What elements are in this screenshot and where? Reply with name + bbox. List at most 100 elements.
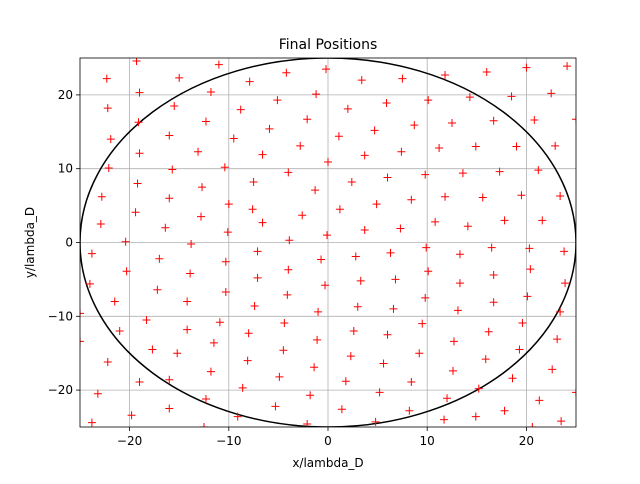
data-point [224,200,233,209]
data-point [243,356,252,365]
data-point [122,267,131,276]
data-point [572,388,576,397]
data-point [249,177,258,186]
data-point [115,327,124,336]
data-point [104,163,113,172]
data-point [279,346,288,355]
data-point [383,173,392,182]
data-point [455,279,464,288]
data-point [221,257,230,266]
data-point [489,270,498,279]
data-point [449,337,458,346]
data-point [443,394,452,403]
data-point [134,118,143,127]
data-point [275,372,284,381]
data-point [500,406,509,415]
data-point [165,375,174,384]
plot-contents [80,58,576,427]
data-point [440,415,449,424]
grid-lines [80,58,576,427]
data-point [418,319,427,328]
y-tick-label: 0 [65,236,73,250]
data-point [253,247,262,256]
data-point [236,105,245,114]
data-point [523,292,532,301]
data-point [96,220,105,229]
data-point [165,194,174,203]
data-point [183,297,192,306]
data-point [474,384,483,393]
data-point [507,92,516,101]
data-point [489,116,498,125]
data-point [97,192,106,201]
data-point [371,417,380,426]
data-point [258,218,267,227]
data-point [465,93,474,102]
data-point [245,77,254,86]
data-point [422,243,431,252]
data-point [187,239,196,248]
data-point [284,168,293,177]
data-point [298,211,307,220]
y-tick-label: −10 [48,309,73,323]
data-point [481,355,490,364]
data-point [238,383,247,392]
data-point [349,327,358,336]
data-point [135,88,144,97]
data-point [396,224,405,233]
data-point [528,423,537,427]
data-point [560,247,569,256]
data-point [250,301,259,310]
data-point [135,377,144,386]
data-point [283,290,292,299]
data-point [201,117,210,126]
data-point [360,225,369,234]
data-point [548,365,557,374]
data-point [441,70,450,79]
data-point [522,63,531,72]
data-point [220,163,229,172]
data-point [229,134,238,143]
data-point [415,349,424,358]
data-point [153,285,162,294]
data-point [347,177,356,186]
data-point [310,363,319,372]
data-point [360,151,369,160]
data-point [201,394,210,403]
data-point [553,335,562,344]
data-point [346,352,355,361]
data-point [285,236,294,245]
data-point [284,265,293,274]
data-point [538,216,547,225]
data-point [282,68,291,77]
data-point [306,391,315,400]
data-point [391,275,400,284]
data-point [551,141,560,150]
data-point [273,96,282,105]
data-point [148,345,157,354]
data-point [215,318,224,327]
data-point [135,149,144,158]
data-point [271,402,280,411]
data-point [343,104,352,113]
data-point [484,327,493,336]
data-point [489,298,498,307]
data-point [312,90,321,99]
data-point [206,87,215,96]
data-point [155,254,164,263]
data-point [175,73,184,82]
data-point [386,248,395,257]
data-point [530,115,539,124]
data-point [317,255,326,264]
data-point [244,329,253,338]
data-point [197,212,206,221]
data-point [323,231,332,240]
data-point [448,118,456,127]
data-point [572,115,576,124]
data-point [471,142,480,151]
data-point [435,144,444,153]
data-point [556,192,565,201]
data-point [370,126,379,135]
data-point [372,200,381,209]
